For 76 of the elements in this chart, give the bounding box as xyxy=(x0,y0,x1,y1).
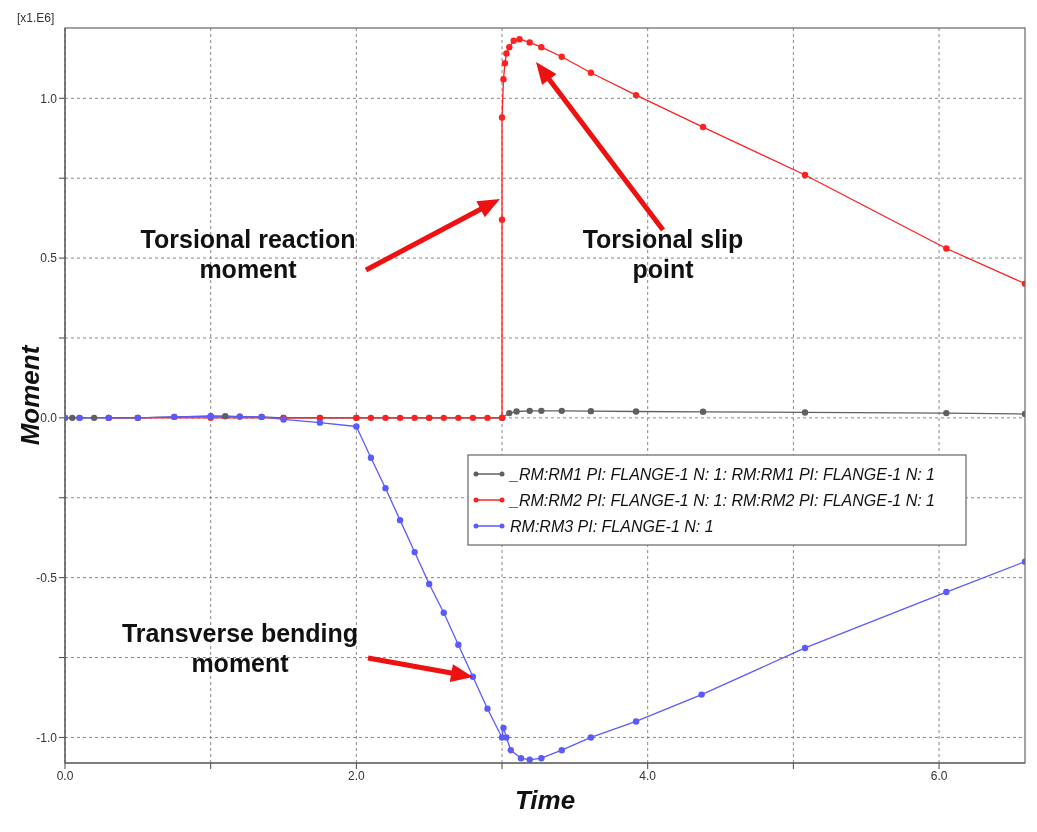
point xyxy=(517,755,525,762)
point xyxy=(222,413,229,420)
point xyxy=(455,414,462,422)
x-tick-label: 0.0 xyxy=(56,768,74,783)
point xyxy=(498,216,506,223)
point xyxy=(501,59,509,67)
x-tick-label: 6.0 xyxy=(930,768,948,783)
x-tick-label: 2.0 xyxy=(348,768,366,783)
point xyxy=(469,414,477,422)
point xyxy=(507,747,514,754)
annotation: Transverse bending moment xyxy=(121,619,359,677)
point xyxy=(526,39,533,46)
point xyxy=(698,691,705,698)
point xyxy=(943,245,950,252)
point xyxy=(801,644,809,652)
point xyxy=(411,548,418,556)
point xyxy=(484,414,491,422)
point xyxy=(396,516,404,524)
point xyxy=(90,414,98,422)
point xyxy=(500,724,507,732)
point xyxy=(632,91,640,99)
point xyxy=(411,414,418,422)
point xyxy=(526,407,533,415)
point xyxy=(506,409,513,417)
point xyxy=(587,69,595,76)
point xyxy=(440,414,447,422)
point xyxy=(396,414,404,422)
annotation: Torsional reaction moment xyxy=(140,225,356,283)
legend-label: _RM:RM2 PI: FLANGE-1 N: 1: RM:RM2 PI: FLANGE-1 N: 1 xyxy=(508,492,935,509)
legend-label: _RM:RM1 PI: FLANGE-1 N: 1: RM:RM1 PI: FLANGE-1 N: 1 xyxy=(508,466,935,483)
point xyxy=(526,756,533,763)
annotation: Torsional slip point xyxy=(582,225,744,283)
point xyxy=(503,734,510,741)
x-axis-title: Time xyxy=(514,785,576,815)
point xyxy=(587,407,595,415)
point xyxy=(498,114,506,121)
point xyxy=(484,705,491,712)
point xyxy=(382,414,389,422)
point xyxy=(69,414,76,422)
point xyxy=(558,53,565,60)
point xyxy=(538,755,545,762)
point xyxy=(538,407,545,415)
point xyxy=(538,43,545,51)
point xyxy=(353,423,360,430)
point xyxy=(516,35,523,43)
point xyxy=(801,409,809,416)
point xyxy=(558,407,565,415)
point xyxy=(632,408,640,415)
point xyxy=(632,718,640,725)
point xyxy=(699,123,707,131)
point xyxy=(316,419,324,426)
y-tick-label: 0.0 xyxy=(40,411,58,426)
point xyxy=(503,50,510,57)
y-tick-label: 1.0 xyxy=(40,91,58,106)
point xyxy=(801,171,809,179)
point xyxy=(587,734,595,741)
x-tick-label: 4.0 xyxy=(639,768,657,783)
text: [x1.E6] xyxy=(17,11,55,25)
point xyxy=(367,454,375,462)
point xyxy=(440,609,447,616)
point xyxy=(943,409,950,417)
point xyxy=(943,588,950,596)
point xyxy=(558,747,565,754)
point xyxy=(699,408,707,415)
y-tick-label: -1.0 xyxy=(36,730,58,745)
point xyxy=(500,75,507,83)
point xyxy=(425,580,433,588)
point xyxy=(455,641,462,648)
point xyxy=(382,484,389,492)
y-tick-label: 0.5 xyxy=(40,251,58,266)
legend-label: RM:RM3 PI: FLANGE-1 N: 1 xyxy=(510,518,714,535)
point xyxy=(506,43,513,51)
point xyxy=(513,408,520,415)
point xyxy=(510,37,517,44)
point xyxy=(367,414,375,422)
y-tick-label: -0.5 xyxy=(36,570,58,585)
